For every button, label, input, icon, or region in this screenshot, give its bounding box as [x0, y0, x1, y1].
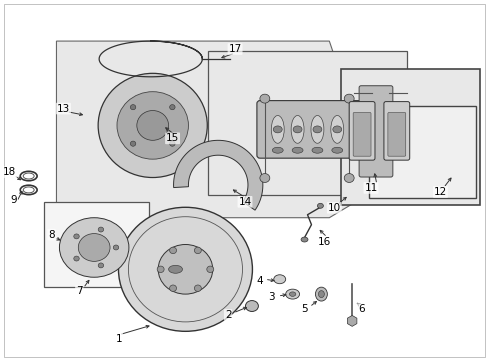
Ellipse shape — [158, 244, 212, 294]
Ellipse shape — [317, 203, 323, 208]
FancyBboxPatch shape — [208, 51, 406, 195]
Ellipse shape — [169, 105, 175, 110]
Text: 6: 6 — [357, 304, 364, 314]
Polygon shape — [56, 41, 378, 218]
Ellipse shape — [330, 116, 343, 143]
Polygon shape — [347, 315, 356, 327]
Ellipse shape — [98, 263, 103, 268]
Ellipse shape — [292, 126, 302, 133]
Ellipse shape — [60, 218, 129, 277]
FancyBboxPatch shape — [358, 86, 392, 177]
Text: 17: 17 — [228, 44, 241, 54]
Text: 5: 5 — [301, 304, 307, 314]
Ellipse shape — [137, 111, 168, 140]
Ellipse shape — [318, 291, 324, 298]
Text: 1: 1 — [116, 334, 122, 344]
Ellipse shape — [344, 174, 353, 183]
FancyBboxPatch shape — [387, 113, 405, 156]
Ellipse shape — [194, 285, 201, 292]
Ellipse shape — [273, 126, 282, 133]
Text: 18: 18 — [3, 167, 17, 177]
Ellipse shape — [285, 289, 299, 299]
Ellipse shape — [78, 234, 110, 261]
Ellipse shape — [157, 266, 164, 273]
Ellipse shape — [98, 227, 103, 232]
Ellipse shape — [259, 94, 269, 103]
Ellipse shape — [311, 147, 322, 153]
FancyBboxPatch shape — [383, 102, 409, 160]
Text: 15: 15 — [165, 133, 179, 143]
Ellipse shape — [291, 147, 303, 153]
Ellipse shape — [113, 245, 119, 250]
Ellipse shape — [74, 256, 79, 261]
Ellipse shape — [130, 141, 136, 146]
Ellipse shape — [315, 287, 326, 301]
Text: 4: 4 — [256, 276, 263, 286]
Ellipse shape — [331, 147, 342, 153]
Ellipse shape — [310, 116, 323, 143]
Ellipse shape — [290, 116, 304, 143]
Ellipse shape — [301, 237, 307, 242]
Ellipse shape — [206, 266, 213, 273]
Ellipse shape — [245, 301, 258, 311]
Ellipse shape — [98, 73, 207, 177]
Ellipse shape — [74, 234, 79, 239]
Ellipse shape — [259, 174, 269, 183]
Text: 13: 13 — [57, 104, 70, 113]
Text: 9: 9 — [10, 195, 17, 205]
Ellipse shape — [312, 126, 321, 133]
Ellipse shape — [344, 94, 353, 103]
Ellipse shape — [289, 292, 295, 296]
Text: 12: 12 — [433, 187, 446, 197]
FancyBboxPatch shape — [43, 202, 148, 287]
Ellipse shape — [271, 116, 284, 143]
FancyBboxPatch shape — [256, 100, 361, 158]
Ellipse shape — [332, 126, 341, 133]
Text: 7: 7 — [76, 286, 82, 296]
Ellipse shape — [194, 247, 201, 254]
Ellipse shape — [169, 285, 176, 292]
Ellipse shape — [273, 275, 285, 284]
FancyBboxPatch shape — [348, 102, 374, 160]
Text: 14: 14 — [238, 197, 251, 207]
Text: 2: 2 — [224, 310, 231, 320]
Ellipse shape — [272, 147, 283, 153]
Polygon shape — [173, 140, 263, 210]
FancyBboxPatch shape — [341, 69, 479, 205]
Ellipse shape — [168, 265, 182, 273]
Text: 16: 16 — [317, 237, 330, 247]
FancyBboxPatch shape — [368, 105, 475, 198]
Ellipse shape — [130, 105, 136, 110]
Text: 10: 10 — [327, 203, 340, 213]
Text: 11: 11 — [364, 183, 377, 193]
Text: 3: 3 — [268, 292, 275, 302]
FancyBboxPatch shape — [352, 113, 370, 156]
Ellipse shape — [118, 207, 252, 331]
Ellipse shape — [117, 92, 188, 159]
Ellipse shape — [169, 247, 176, 254]
Ellipse shape — [169, 141, 175, 146]
Text: 8: 8 — [48, 230, 55, 239]
